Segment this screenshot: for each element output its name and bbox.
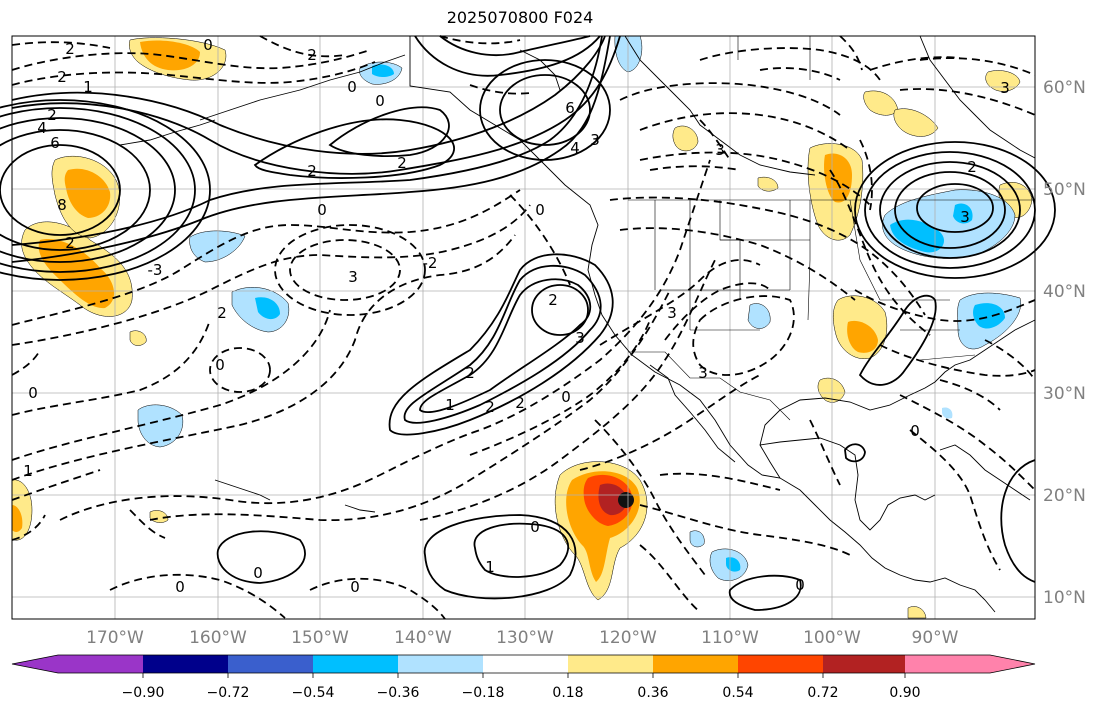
contour-label: 2 [307, 162, 317, 180]
contour-label: 0 [175, 578, 185, 596]
contour-label: 0 [561, 388, 571, 406]
colorbar-tick-label: −0.18 [462, 685, 505, 701]
lon-label: 90°W [912, 628, 959, 648]
colorbar-tick-label: 0.54 [722, 685, 753, 701]
colorbar-extend-right [905, 655, 1035, 673]
contour-label: 4 [37, 119, 47, 137]
contour-label: 1 [83, 78, 93, 96]
lat-label: 30°N [1043, 384, 1086, 404]
contour-label: 6 [565, 99, 575, 117]
colorbar-ticks [142, 673, 906, 678]
contour-label: -3 [148, 261, 163, 279]
colorbar-tick-label: −0.36 [377, 685, 420, 701]
lat-label: 10°N [1043, 588, 1086, 608]
political-borders [628, 35, 1035, 421]
lon-label: 130°W [496, 628, 554, 648]
negative-anomaly-shading [137, 35, 1022, 581]
lon-label: 160°W [189, 628, 247, 648]
lon-label: 150°W [291, 628, 349, 648]
contour-label: 0 [215, 356, 225, 374]
colorbar: −0.90 −0.72 −0.54 −0.36 −0.18 0.18 0.36 … [11, 654, 1036, 701]
colorbar-tick-label: 0.72 [807, 685, 838, 701]
colorbar-tick-label: −0.72 [207, 685, 250, 701]
coastlines [119, 35, 1036, 613]
longitude-labels: 170°W 160°W 150°W 140°W 130°W 120°W 110°… [86, 628, 959, 648]
contour-label: 0 [203, 36, 213, 54]
contour-label: 0 [795, 576, 805, 594]
contour-label: 3 [715, 141, 725, 159]
contour-label: 3 [1000, 79, 1010, 97]
contour-label: 8 [57, 196, 67, 214]
contour-label: 3 [667, 304, 677, 322]
colorbar-segment [738, 655, 824, 673]
contour-label: 2 [65, 234, 75, 252]
contour-label: 2 [307, 46, 317, 64]
map-border [11, 35, 1036, 620]
contour-label: 2 [65, 40, 75, 58]
colorbar-tick-label: −0.90 [122, 685, 165, 701]
contour-label: 3 [590, 131, 600, 149]
contour-label: 0 [317, 201, 327, 219]
positive-anomaly-shading [11, 37, 1033, 619]
contour-label: 2 [515, 394, 525, 412]
colorbar-tick-label: 0.18 [552, 685, 583, 701]
contour-label: 0 [530, 518, 540, 536]
contour-label: 1 [485, 558, 495, 576]
latitude-labels: 60°N 50°N 40°N 30°N 20°N 10°N [1043, 78, 1086, 608]
lon-label: 110°W [701, 628, 759, 648]
colorbar-extend-left [12, 655, 58, 673]
contour-label: 0 [375, 92, 385, 110]
lat-label: 40°N [1043, 282, 1086, 302]
lon-label: 100°W [803, 628, 861, 648]
colorbar-segment [823, 655, 905, 673]
contour-label: 0 [350, 578, 360, 596]
colorbar-segment [313, 655, 399, 673]
contour-label: 2 [217, 304, 227, 322]
colorbar-segment [483, 655, 569, 673]
lat-label: 60°N [1043, 78, 1086, 98]
contour-label: 0 [910, 422, 920, 440]
colorbar-tick-label: −0.54 [292, 685, 335, 701]
map-title: 2025070800 F024 [446, 8, 594, 27]
lat-label: 50°N [1043, 180, 1086, 200]
contour-label: 1 [445, 396, 455, 414]
contour-label: 2 [47, 106, 57, 124]
colorbar-segment [653, 655, 739, 673]
contour-label: 4 [570, 139, 580, 157]
lon-label: 140°W [394, 628, 452, 648]
contour-label: 2 [465, 364, 475, 382]
contour-label: 2 [967, 158, 977, 176]
contour-label: 0 [535, 201, 545, 219]
colorbar-segment [398, 655, 484, 673]
negative-contours [11, 35, 1036, 620]
contour-label: -2 [423, 254, 438, 272]
contour-label: 2 [485, 398, 495, 416]
colorbar-segment [58, 655, 144, 673]
contour-label: 0 [347, 78, 357, 96]
contour-label: 3 [698, 364, 708, 382]
contour-label: 0 [28, 384, 38, 402]
contour-label: 3 [960, 208, 970, 226]
contour-label: 0 [253, 564, 263, 582]
contour-label: 2 [548, 291, 558, 309]
lon-label: 120°W [599, 628, 657, 648]
colorbar-tick-label: 0.36 [637, 685, 668, 701]
contour-label: 3 [348, 268, 358, 286]
contour-label: 2 [57, 68, 67, 86]
contour-label-layer: 2 2 1 4 6 8 2 2 2 0 0 0 2 6 3 4 0 3 3 2 … [23, 36, 1010, 596]
colorbar-outline [11, 654, 1036, 674]
colorbar-tick-label: 0.90 [889, 685, 920, 701]
colorbar-segment [143, 655, 229, 673]
contour-label: 2 [397, 154, 407, 172]
colorbar-segment [568, 655, 654, 673]
contour-label: 1 [23, 462, 33, 480]
lon-label: 170°W [86, 628, 144, 648]
positive-contours [0, 35, 1056, 611]
contour-label: 3 [575, 329, 585, 347]
lat-label: 20°N [1043, 486, 1086, 506]
contour-label: 6 [50, 134, 60, 152]
colorbar-segment [228, 655, 314, 673]
